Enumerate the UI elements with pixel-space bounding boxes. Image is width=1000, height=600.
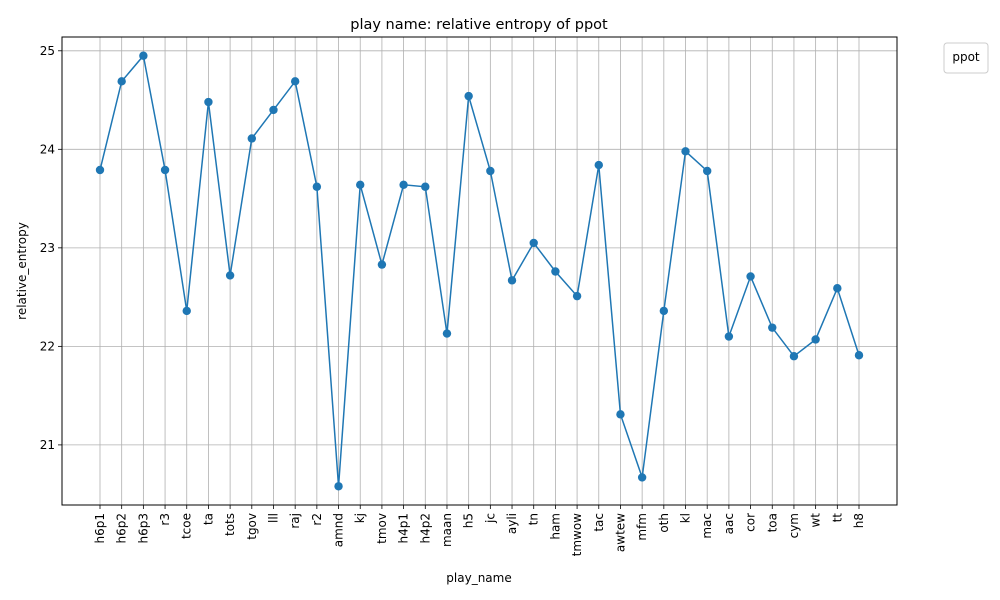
y-tick-label: 25 — [40, 44, 55, 58]
x-tick-label: tac — [592, 513, 606, 532]
x-tick-label: mfm — [635, 513, 649, 541]
data-point — [529, 238, 538, 248]
x-tick-label: maan — [440, 513, 454, 547]
data-point — [399, 180, 408, 189]
x-axis-label: play_name — [446, 571, 511, 585]
x-tick-label: cor — [744, 513, 758, 532]
y-tick-label: 22 — [40, 339, 55, 353]
x-tick-label: jc — [483, 513, 497, 524]
y-tick-label: 21 — [40, 438, 55, 452]
data-point — [789, 352, 799, 361]
data-point — [269, 105, 278, 115]
x-tick-label: tn — [527, 513, 541, 525]
data-point — [637, 473, 647, 482]
x-tick-label: oth — [657, 513, 671, 533]
series-group — [95, 51, 864, 491]
data-point — [312, 182, 322, 191]
data-point — [833, 284, 842, 293]
data-point — [659, 306, 669, 316]
y-axis-ticks: 21 22 23 24 25 — [40, 44, 62, 452]
series-line — [99, 54, 860, 487]
data-point — [204, 97, 213, 107]
x-tick-label: ham — [548, 513, 562, 540]
data-point — [334, 482, 343, 491]
y-tick-label: 23 — [40, 241, 55, 255]
x-tick-label: h6p1 — [93, 513, 107, 544]
data-point — [681, 147, 690, 156]
x-tick-label: tmwow — [570, 513, 584, 557]
x-tick-label: h5 — [462, 513, 476, 528]
x-tick-label: h6p3 — [136, 513, 150, 544]
x-tick-label: tmov — [375, 513, 389, 544]
x-tick-label: cym — [787, 513, 801, 538]
x-tick-label: tgov — [245, 513, 259, 540]
x-tick-label: ayli — [505, 513, 519, 534]
data-point — [486, 166, 495, 176]
x-tick-label: h4p1 — [397, 513, 411, 544]
x-tick-label: tt — [830, 513, 844, 523]
x-tick-label: raj — [288, 513, 302, 529]
data-point — [768, 323, 777, 332]
data-point — [811, 335, 820, 344]
data-point — [356, 180, 365, 189]
data-point — [594, 160, 603, 170]
x-tick-label: wt — [809, 513, 823, 528]
data-point — [507, 276, 517, 285]
data-point — [551, 267, 560, 276]
data-point — [464, 91, 473, 101]
legend-title: ppot — [952, 50, 980, 64]
data-point — [746, 272, 755, 281]
y-tick-label: 24 — [40, 142, 55, 156]
x-tick-label: mac — [700, 513, 714, 539]
data-point — [377, 260, 387, 269]
x-tick-label: h8 — [852, 513, 866, 528]
data-point — [290, 77, 300, 86]
data-point — [182, 306, 191, 316]
data-point — [724, 332, 734, 341]
x-tick-label: kj — [353, 513, 367, 523]
data-point — [95, 165, 105, 175]
x-tick-label: tcoe — [180, 513, 194, 539]
gridlines — [62, 37, 897, 505]
data-point — [225, 271, 235, 280]
data-point — [703, 166, 712, 176]
x-tick-label: amnd — [332, 513, 346, 547]
legend: ppot — [943, 42, 989, 74]
data-point — [572, 291, 582, 301]
data-point — [854, 351, 864, 360]
x-tick-label: toa — [765, 513, 779, 532]
x-axis-ticks: h6p1 h6p2 h6p3 r3 tcoe ta tots tgov lll raj r2 amnd… — [93, 505, 866, 556]
x-tick-label: ta — [201, 513, 215, 525]
chart-title: play name: relative entropy of ppot — [350, 17, 608, 33]
x-tick-label: awtew — [613, 513, 627, 552]
y-axis-label: relative_entropy — [15, 222, 29, 320]
legend-box — [943, 42, 989, 74]
x-tick-label: h4p2 — [418, 513, 432, 544]
x-tick-label: r3 — [158, 513, 172, 526]
x-tick-label: kl — [679, 513, 693, 523]
x-tick-label: lll — [266, 513, 280, 523]
data-point — [616, 410, 625, 419]
data-point — [421, 182, 430, 191]
data-point — [247, 134, 256, 143]
data-point — [442, 329, 452, 338]
plot-area — [61, 36, 898, 506]
x-tick-label: tots — [223, 513, 237, 536]
data-point — [160, 165, 170, 175]
x-tick-label: h6p2 — [115, 513, 129, 544]
x-tick-label: aac — [722, 513, 736, 534]
x-tick-label: r2 — [310, 513, 324, 526]
data-point — [139, 51, 148, 60]
data-point — [117, 77, 126, 86]
